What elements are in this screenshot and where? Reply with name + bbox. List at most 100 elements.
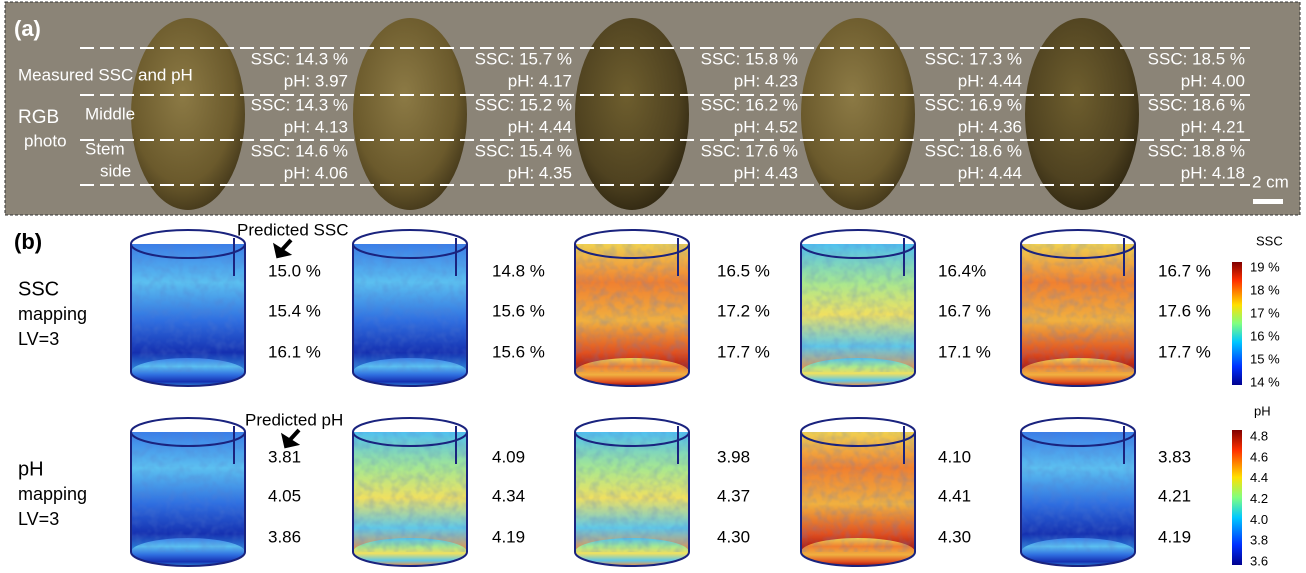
measured-value: pH: 4.06	[284, 163, 348, 182]
measured-value: SSC: 16.9 %	[925, 95, 1022, 114]
predicted-ph: 4.37	[717, 486, 750, 505]
mapping-texture	[1021, 432, 1135, 552]
colorbar-title: SSC	[1256, 233, 1283, 248]
measured-value: SSC: 15.8 %	[701, 49, 798, 68]
colorbar-tick-label: 4.4	[1250, 470, 1268, 485]
mapping-texture	[801, 432, 915, 552]
colorbar-tick-label: 3.6	[1250, 553, 1268, 568]
predicted-ssc: 15.6 %	[492, 301, 545, 320]
measured-value: SSC: 18.6 %	[925, 141, 1022, 160]
measured-value: SSC: 14.3 %	[251, 95, 348, 114]
annotation: Predicted SSC	[237, 220, 349, 239]
predicted-ssc: 17.2 %	[717, 301, 770, 320]
predicted-ph: 3.98	[717, 447, 750, 466]
measured-value: pH: 4.43	[734, 163, 798, 182]
predicted-ssc: 17.1 %	[938, 342, 991, 361]
measured-value: SSC: 15.4 %	[475, 141, 572, 160]
predicted-ph: 4.21	[1158, 486, 1191, 505]
scale-label: 2 cm	[1252, 172, 1289, 191]
colorbar-tick-label: 14 %	[1250, 374, 1280, 389]
measured-value: SSC: 15.2 %	[475, 95, 572, 114]
row-label: photo	[24, 131, 67, 150]
row-label: side	[100, 161, 131, 180]
kiwi-photo	[575, 18, 689, 210]
measured-value: pH: 4.21	[1181, 117, 1245, 136]
predicted-ssc: 16.7 %	[1158, 261, 1211, 280]
predicted-ssc: 15.6 %	[492, 342, 545, 361]
predicted-ssc: 16.5 %	[717, 261, 770, 280]
measured-value: SSC: 16.2 %	[701, 95, 798, 114]
panel-label: (a)	[14, 16, 41, 41]
predicted-ssc: 15.0 %	[268, 261, 321, 280]
arrow	[284, 430, 299, 446]
row-label: Stem	[85, 139, 125, 158]
kiwi-photo	[353, 18, 467, 210]
predicted-ph: 4.34	[492, 486, 525, 505]
predicted-ssc: 16.4%	[938, 261, 986, 280]
mapping-texture	[575, 432, 689, 552]
measured-value: SSC: 17.6 %	[701, 141, 798, 160]
colorbar-tick-label: 15 %	[1250, 351, 1280, 366]
predicted-ph: 3.83	[1158, 447, 1191, 466]
measured-value: SSC: 14.6 %	[251, 141, 348, 160]
predicted-ph: 3.86	[268, 527, 301, 546]
row-label: pH	[18, 458, 44, 480]
predicted-ssc: 17.7 %	[1158, 342, 1211, 361]
predicted-ph: 4.09	[492, 447, 525, 466]
measured-value: pH: 4.52	[734, 117, 798, 136]
colorbar	[1232, 430, 1242, 565]
row-label: SSC	[18, 278, 59, 300]
panel-label: (b)	[14, 229, 42, 254]
measured-value: pH: 4.18	[1181, 163, 1245, 182]
measured-value: pH: 4.13	[284, 117, 348, 136]
measured-value: SSC: 17.3 %	[925, 49, 1022, 68]
mapping-texture	[131, 244, 245, 372]
measured-value: pH: 4.44	[508, 117, 572, 136]
measured-value: pH: 4.44	[958, 163, 1022, 182]
predicted-ssc: 17.7 %	[717, 342, 770, 361]
predicted-ph: 4.41	[938, 486, 971, 505]
predicted-ssc: 15.4 %	[268, 301, 321, 320]
measured-value: SSC: 18.8 %	[1148, 141, 1245, 160]
row-label: mapping	[18, 304, 87, 324]
row-label: LV=3	[18, 329, 59, 349]
row-label: mapping	[18, 484, 87, 504]
colorbar	[1232, 262, 1242, 385]
measured-value: pH: 4.23	[734, 71, 798, 90]
colorbar-tick-label: 18 %	[1250, 282, 1280, 297]
predicted-ssc: 14.8 %	[492, 261, 545, 280]
measured-value: pH: 4.00	[1181, 71, 1245, 90]
colorbar-title: pH	[1254, 403, 1271, 418]
row-label: Measured SSC and pH	[18, 65, 193, 84]
row-label: RGB	[18, 107, 59, 128]
kiwi-photo	[801, 18, 915, 210]
predicted-ssc: 16.1 %	[268, 342, 321, 361]
scale-bar	[1253, 199, 1283, 204]
colorbar-tick-label: 19 %	[1250, 259, 1280, 274]
measured-value: pH: 4.35	[508, 163, 572, 182]
row-label: Middle	[85, 104, 135, 123]
kiwi-photo	[131, 18, 245, 210]
colorbar-tick-label: 17 %	[1250, 305, 1280, 320]
measured-value: SSC: 18.5 %	[1148, 49, 1245, 68]
measured-value: SSC: 14.3 %	[251, 49, 348, 68]
predicted-ph: 4.30	[717, 527, 750, 546]
mapping-texture	[131, 432, 245, 552]
colorbar-tick-label: 4.2	[1250, 491, 1268, 506]
mapping-texture	[1021, 244, 1135, 372]
measured-value: pH: 3.97	[284, 71, 348, 90]
mapping-texture	[801, 244, 915, 372]
predicted-ssc: 16.7 %	[938, 301, 991, 320]
colorbar-tick-label: 16 %	[1250, 328, 1280, 343]
arrow	[276, 240, 291, 256]
predicted-ph: 4.30	[938, 527, 971, 546]
row-label: LV=3	[18, 509, 59, 529]
annotation: Predicted pH	[245, 410, 343, 429]
colorbar-tick-label: 4.0	[1250, 512, 1268, 527]
predicted-ph: 4.05	[268, 486, 301, 505]
colorbar-tick-label: 4.8	[1250, 428, 1268, 443]
colorbar-tick-label: 4.6	[1250, 449, 1268, 464]
measured-value: pH: 4.36	[958, 117, 1022, 136]
measured-value: pH: 4.44	[958, 71, 1022, 90]
predicted-ssc: 17.6 %	[1158, 301, 1211, 320]
